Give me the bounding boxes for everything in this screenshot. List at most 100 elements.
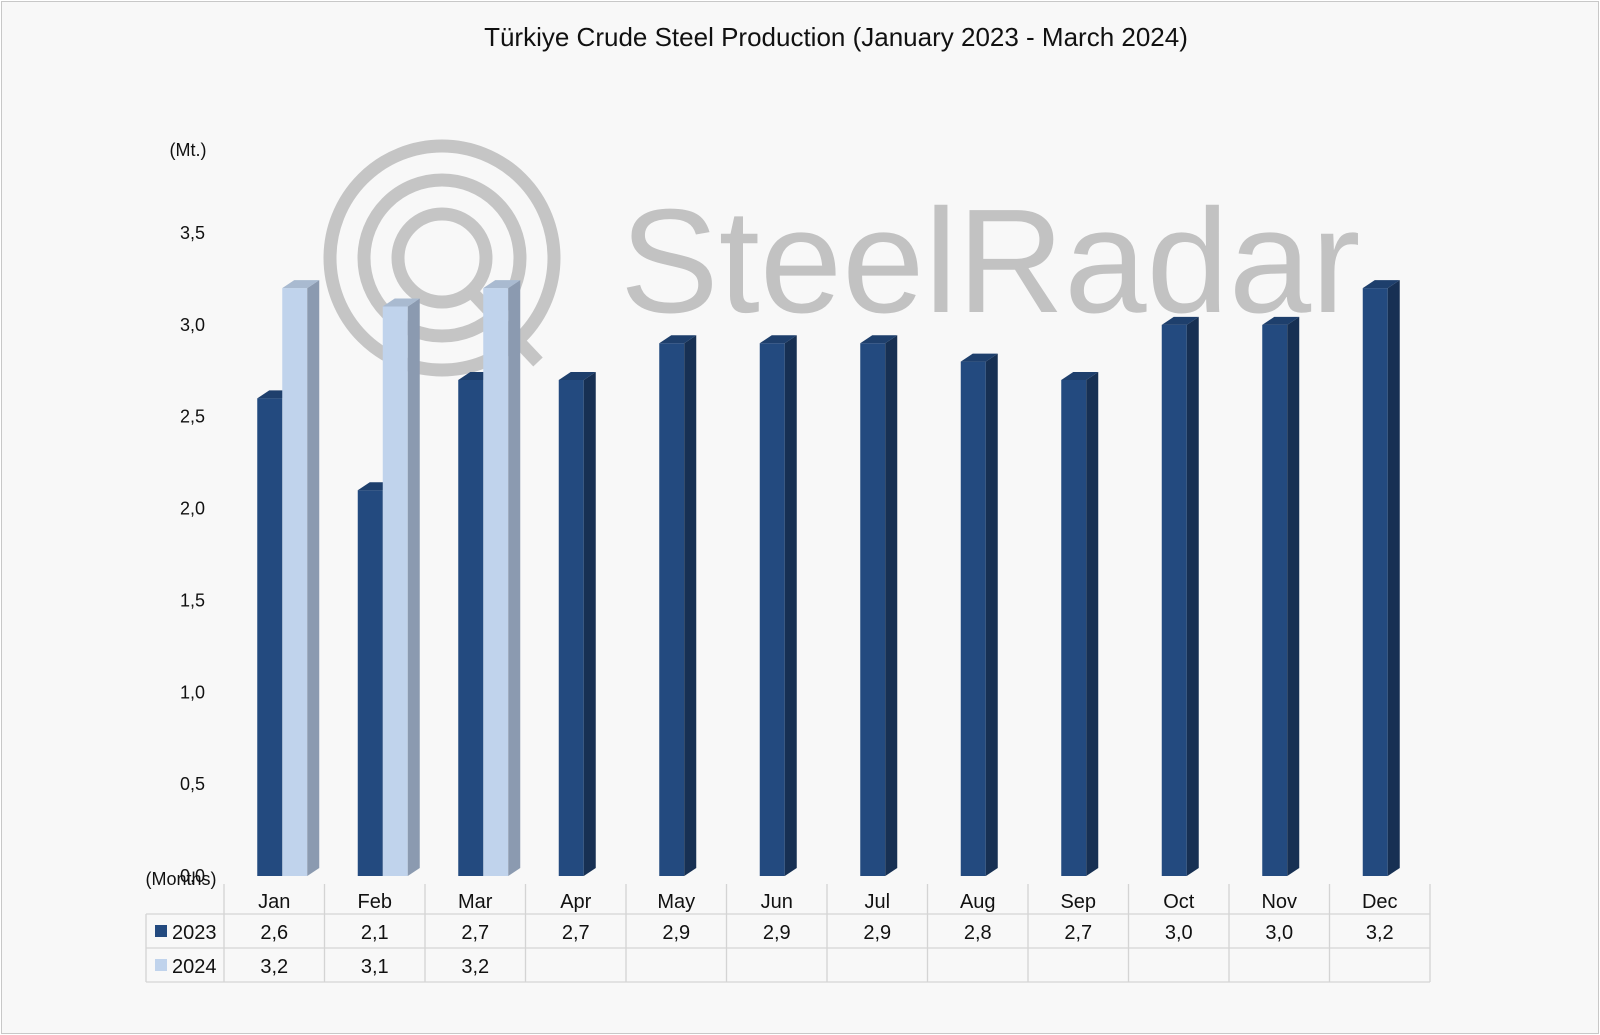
data-label: 2,8 [964, 922, 992, 944]
bar-2023-oct [1161, 316, 1199, 876]
bar-front [960, 361, 986, 877]
y-tick-label: 3,0 [180, 315, 205, 335]
bar-side [307, 280, 320, 877]
bar-top [759, 335, 797, 344]
bar-2023-jun [759, 335, 797, 876]
bar-side [1186, 316, 1199, 876]
x-tick-label: Sep [1060, 891, 1096, 913]
data-label: 3,1 [361, 956, 389, 978]
data-label: 2,7 [562, 922, 590, 944]
bar-2023-dec [1362, 280, 1400, 877]
x-tick-label: Jun [761, 891, 793, 913]
bar-side [684, 335, 697, 876]
bar-top [483, 280, 521, 289]
x-tick-label: Jul [864, 891, 890, 913]
bar-top [860, 335, 898, 344]
bar-top [960, 353, 998, 362]
bar-2024-feb [382, 298, 420, 876]
bar-front [558, 379, 584, 876]
y-tick-label: 3,5 [180, 223, 205, 243]
bar-front [1262, 324, 1288, 876]
bar-front [357, 490, 383, 876]
radar-logo-icon [323, 139, 561, 377]
bar-2023-sep [1061, 371, 1099, 876]
bar-side [985, 353, 998, 877]
bar-top [1061, 371, 1099, 380]
legend-swatch-2024 [155, 959, 167, 971]
bar-top [282, 280, 320, 289]
x-tick-label: Feb [358, 891, 392, 913]
bar-front [257, 398, 283, 876]
bar-side [508, 280, 521, 877]
bar-front [659, 343, 685, 876]
y-tick-label: 0,5 [180, 774, 205, 794]
bar-2024-jan [282, 280, 320, 877]
bar-side [784, 335, 797, 876]
bar-front [759, 343, 785, 876]
x-tick-label: Nov [1261, 891, 1297, 913]
bar-front [1362, 288, 1388, 877]
bar-front [458, 379, 484, 876]
bar-side [885, 335, 898, 876]
data-label: 2,9 [863, 922, 891, 944]
y-axis-unit-label: (Mt.) [170, 140, 207, 160]
bar-2023-may [659, 335, 697, 876]
bar-2023-jul [860, 335, 898, 876]
bar-2023-apr [558, 371, 596, 876]
bar-side [1086, 371, 1099, 876]
x-tick-label: Jan [258, 891, 290, 913]
bar-side [1387, 280, 1400, 877]
bar-top [558, 371, 596, 380]
x-tick-label: Mar [458, 891, 493, 913]
bar-side [407, 298, 420, 876]
y-tick-label: 0,0 [180, 866, 205, 886]
x-tick-label: May [657, 891, 695, 913]
data-label: 3,2 [461, 956, 489, 978]
x-tick-label: Dec [1362, 891, 1398, 913]
y-tick-label: 1,5 [180, 590, 205, 610]
bar-2023-nov [1262, 316, 1300, 876]
data-label: 2,1 [361, 922, 389, 944]
bar-2023-aug [960, 353, 998, 877]
bar-front [1061, 379, 1087, 876]
data-label: 3,0 [1165, 922, 1193, 944]
bar-front [382, 306, 408, 876]
data-label: 2,7 [461, 922, 489, 944]
watermark: SteelRadar [323, 139, 1360, 377]
y-tick-label: 2,0 [180, 499, 205, 519]
bar-side [1287, 316, 1300, 876]
watermark-text: SteelRadar [620, 179, 1360, 344]
bars [257, 280, 1400, 877]
x-tick-label: Apr [560, 891, 591, 913]
bar-front [1161, 324, 1187, 876]
data-label: 3,2 [1366, 922, 1394, 944]
bar-top [1262, 316, 1300, 325]
x-tick-label: Oct [1163, 891, 1195, 913]
bar-top [1362, 280, 1400, 289]
y-axis-ticks: 0,0 0,5 1,0 1,5 2,0 2,5 3,0 3,5 [180, 223, 205, 886]
data-table: Jan Feb Mar Apr May Jun Jul Aug Sep Oct Nov Dec 2023… [145, 884, 1431, 983]
x-axis-label: (Months) [145, 869, 216, 889]
bar-2024-mar [483, 280, 521, 877]
data-label: 3,0 [1265, 922, 1293, 944]
bar-front [282, 288, 308, 877]
bar-front [483, 288, 509, 877]
y-tick-label: 1,0 [180, 682, 205, 702]
legend-label-2024: 2024 [172, 956, 217, 978]
data-label: 2,9 [662, 922, 690, 944]
bar-top [659, 335, 697, 344]
x-tick-label: Aug [960, 891, 996, 913]
data-label: 2,6 [260, 922, 288, 944]
bar-side [583, 371, 596, 876]
legend-swatch-2023 [155, 925, 167, 937]
bar-front [860, 343, 886, 876]
y-tick-label: 2,5 [180, 407, 205, 427]
bar-top [1161, 316, 1199, 325]
legend-label-2023: 2023 [172, 922, 217, 944]
data-label: 2,9 [763, 922, 791, 944]
data-label: 2,7 [1064, 922, 1092, 944]
chart-title: Türkiye Crude Steel Production (January … [484, 22, 1188, 52]
data-label: 3,2 [260, 956, 288, 978]
bar-top [382, 298, 420, 307]
